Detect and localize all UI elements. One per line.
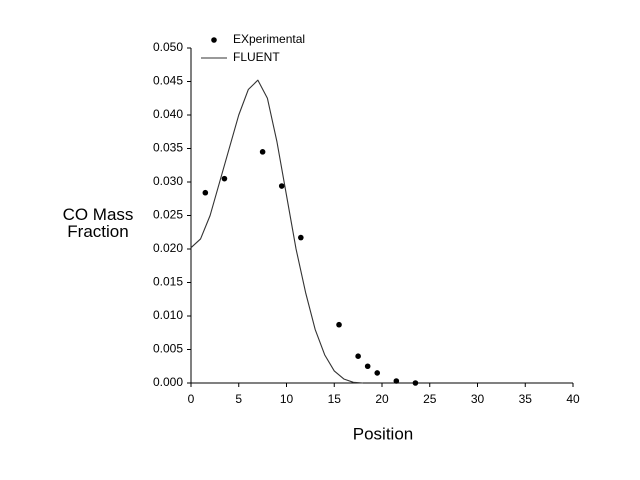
x-tick-label: 0 [188, 392, 195, 406]
y-tick-label: 0.035 [153, 141, 183, 155]
data-point [202, 189, 209, 196]
data-point [221, 175, 228, 182]
x-tick-label: 15 [328, 392, 342, 406]
x-tick-label: 30 [471, 392, 485, 406]
x-tick-label: 40 [566, 392, 580, 406]
x-tick-label: 20 [375, 392, 389, 406]
data-point [259, 149, 266, 155]
data-point [336, 321, 342, 328]
y-tick-label: 0.040 [153, 107, 183, 121]
legend-marker [211, 37, 217, 43]
legend-label: EXperimental [233, 32, 305, 46]
x-tick-label: 35 [519, 392, 533, 406]
y-tick-label: 0.015 [153, 275, 183, 289]
y-tick-label: 0.010 [153, 308, 183, 322]
x-tick-label: 25 [423, 392, 437, 406]
legend-label: FLUENT [233, 50, 280, 64]
data-line [190, 79, 363, 384]
x-tick-label: 5 [235, 392, 242, 406]
y-tick-label: 0.025 [153, 208, 183, 222]
y-tick-label: 0.020 [153, 241, 183, 255]
data-point [364, 363, 371, 370]
y-tick-label: 0.000 [153, 375, 183, 389]
data-point [298, 234, 304, 241]
y-tick-label: 0.030 [153, 174, 183, 188]
data-point [393, 378, 400, 384]
y-tick-label: 0.050 [153, 40, 183, 54]
data-point [374, 370, 381, 376]
y-tick-label: 0.005 [153, 342, 183, 356]
data-point [412, 380, 419, 386]
data-point [278, 183, 285, 189]
y-axis-label: CO Mass Fraction [62, 205, 134, 241]
y-tick-label: 0.045 [153, 74, 183, 88]
data-point [355, 353, 361, 360]
x-tick-label: 10 [280, 392, 294, 406]
x-axis-label: Position [353, 424, 413, 443]
